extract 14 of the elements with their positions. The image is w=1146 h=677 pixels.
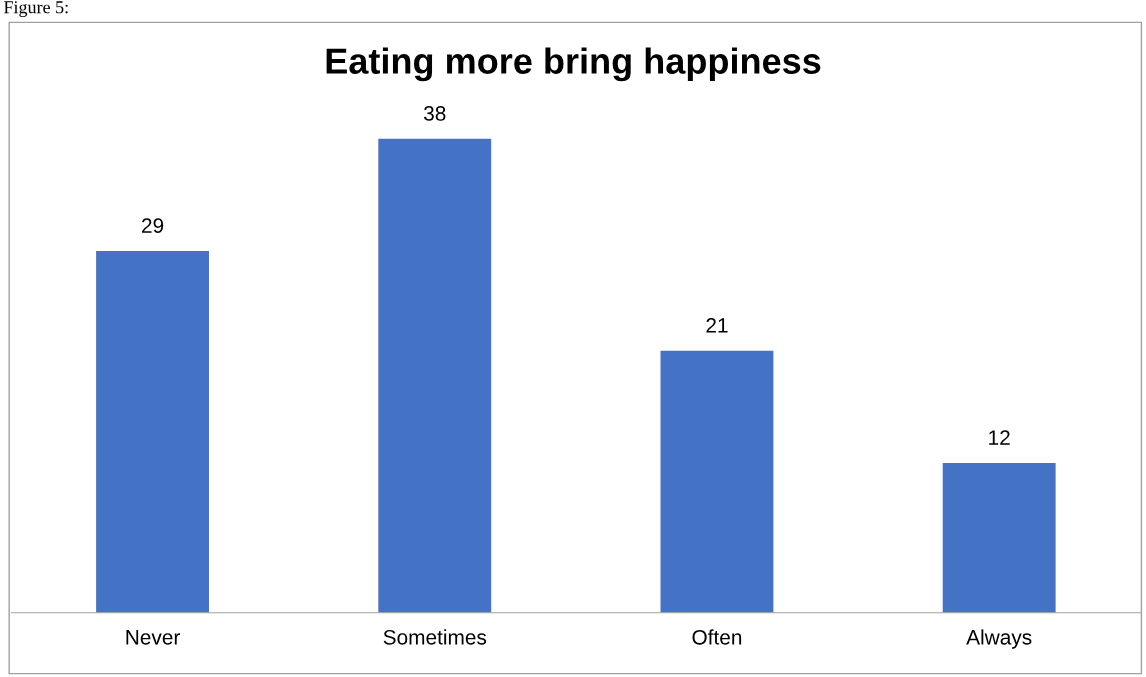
x-tick-label: Often	[692, 629, 742, 645]
x-tick-label: Sometimes	[383, 629, 487, 645]
data-label: 12	[989, 430, 1010, 445]
bar	[378, 138, 492, 613]
x-tick-label: Always	[966, 629, 1032, 649]
chart-title: Eating more bring happiness	[326, 47, 821, 82]
data-label: 29	[142, 218, 164, 234]
data-label: 21	[706, 318, 728, 333]
x-tick-label: Never	[126, 630, 180, 645]
caption: Figure 5:	[3, 1, 68, 18]
bar	[96, 251, 209, 613]
data-label: 38	[423, 106, 446, 121]
bar	[660, 350, 774, 613]
bar	[942, 463, 1056, 613]
